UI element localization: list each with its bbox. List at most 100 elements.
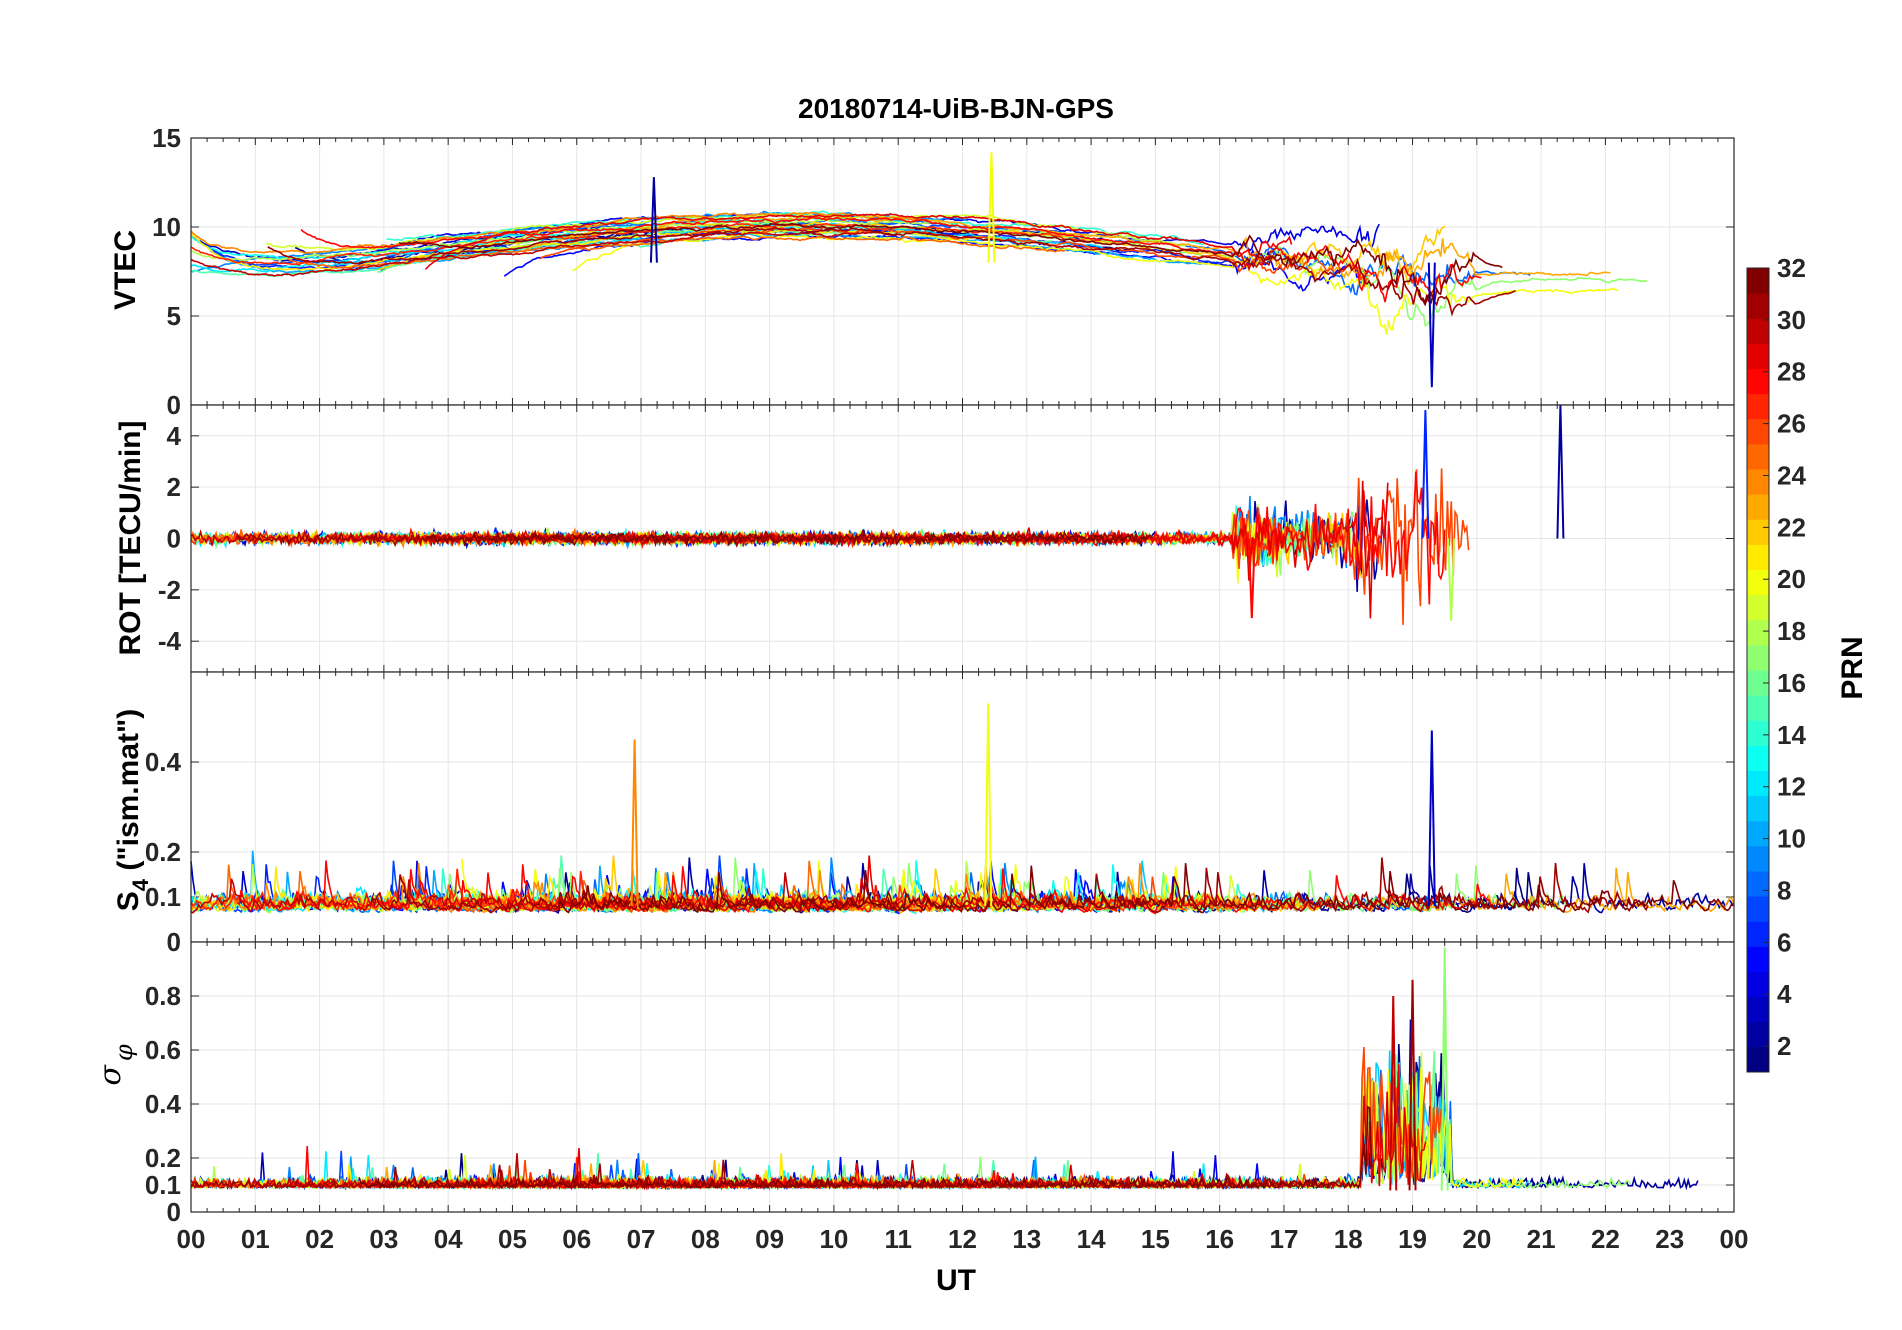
colorbar-bin — [1747, 1046, 1769, 1073]
sigma-phi-axis-label: σφ — [93, 1044, 138, 1085]
x-tick-label: 21 — [1527, 1224, 1556, 1254]
colorbar-bin — [1747, 418, 1769, 445]
colorbar-bin — [1747, 971, 1769, 998]
series-line-prn-32 — [425, 530, 1149, 548]
x-tick-label: 02 — [305, 1224, 334, 1254]
series-line-prn-29 — [424, 213, 1293, 272]
x-tick-label: 05 — [498, 1224, 527, 1254]
colorbar-tick-label: 12 — [1777, 772, 1806, 802]
colorbar-tick-label: 4 — [1777, 979, 1792, 1009]
colorbar-bin — [1747, 871, 1769, 897]
x-tick-label: 23 — [1655, 1224, 1684, 1254]
y-tick-label: 0 — [167, 390, 181, 420]
colorbar-tick-label: 2 — [1777, 1031, 1791, 1061]
x-tick-label: 00 — [1720, 1224, 1749, 1254]
colorbar-bin — [1747, 921, 1769, 947]
x-tick-label: 22 — [1591, 1224, 1620, 1254]
y-tick-label: 0 — [167, 927, 181, 957]
x-tick-label: 10 — [819, 1224, 848, 1254]
y-tick-label: 10 — [152, 212, 181, 242]
colorbar-bin — [1747, 343, 1769, 369]
colorbar-tick-label: 22 — [1777, 512, 1806, 542]
colorbar-bin — [1747, 494, 1769, 520]
sigma-phi-panel: 00.10.2 0.4 0.6 0.8 — [145, 941, 1735, 1227]
colorbar-frame — [1746, 267, 1770, 1073]
y-tick-label: -4 — [158, 626, 182, 656]
colorbar-tick-label: 30 — [1777, 305, 1806, 335]
plot-frame — [190, 941, 1735, 1213]
rot-axis-label: ROT [TECU/min] — [114, 421, 147, 656]
series-group — [190, 947, 1699, 1191]
vtec-axis-label: VTEC — [109, 230, 142, 310]
colorbar-bin — [1747, 770, 1769, 797]
x-tick-labels: 00 01 02 03 04 05 06 07 08 09 10 11 12 13 14 15 16 17 18 19… — [177, 1224, 1749, 1254]
x-axis-label: UT — [936, 1264, 976, 1297]
colorbar-bin — [1747, 946, 1769, 972]
y-tick-label: 0.1 — [145, 1170, 181, 1200]
data-spike — [630, 739, 639, 907]
series-line-prn-29 — [447, 855, 1169, 914]
colorbar-bin — [1747, 795, 1769, 822]
colorbar-tick-label: 26 — [1777, 409, 1806, 439]
x-tick-label: 00 — [177, 1224, 206, 1254]
colorbar-bin — [1747, 393, 1769, 420]
series-group — [190, 703, 1735, 915]
data-spike — [1408, 979, 1417, 1191]
y-tick-label: 0 — [167, 524, 181, 554]
y-tick-label: 0 — [167, 1197, 181, 1227]
y-tick-label: 0.4 — [145, 747, 182, 777]
x-tick-label: 04 — [434, 1224, 463, 1254]
svg-text:σφ: σφ — [93, 1044, 138, 1085]
x-tick-label: 17 — [1269, 1224, 1298, 1254]
x-tick-label: 11 — [884, 1224, 912, 1254]
x-tick-label: 18 — [1334, 1224, 1363, 1254]
colorbar-bin — [1747, 644, 1769, 671]
data-spike — [1427, 262, 1436, 388]
data-spike — [1447, 538, 1456, 621]
colorbar-tick-label: 20 — [1777, 564, 1806, 594]
s4-panel: 0 0.1 0.2 0.4 — [145, 671, 1735, 957]
series-line-prn-27 — [190, 222, 1100, 266]
colorbar-bin — [1747, 695, 1769, 721]
x-tick-label: 01 — [241, 1224, 270, 1254]
colorbar-tick-label: 18 — [1777, 616, 1806, 646]
series-line-prn-32 — [358, 1105, 1373, 1191]
colorbar-tick-label: 8 — [1777, 875, 1791, 905]
data-spike — [1421, 410, 1430, 539]
series-line-prn-30 — [190, 230, 897, 277]
vtec-panel: 0 5 10 15 — [152, 123, 1735, 420]
series-line-prn-24 — [190, 211, 930, 255]
colorbar-tick-label: 24 — [1777, 460, 1806, 490]
series-line-prn-31 — [267, 226, 1516, 317]
svg-text:S4 ("ism.mat"): S4 ("ism.mat") — [112, 709, 153, 911]
colorbar-bin — [1747, 820, 1769, 847]
y-tick-label: 2 — [167, 472, 181, 502]
rot-panel: -4 -2 0 2 4 — [158, 404, 1735, 673]
colorbar-tick-label: 10 — [1777, 824, 1806, 854]
x-tick-label: 16 — [1205, 1224, 1234, 1254]
series-group — [190, 404, 1565, 625]
series-line-prn-31 — [190, 1159, 1336, 1191]
y-tick-label: 5 — [167, 301, 181, 331]
x-tick-label: 15 — [1141, 1224, 1170, 1254]
colorbar-bin — [1747, 318, 1769, 344]
colorbar-bin — [1747, 996, 1769, 1023]
data-spike — [1440, 947, 1449, 1191]
colorbar-tick-label: 32 — [1777, 253, 1806, 283]
chart-title: 20180714-UiB-BJN-GPS — [798, 93, 1114, 124]
colorbar-bin — [1747, 720, 1769, 746]
y-tick-label: 0.2 — [145, 837, 181, 867]
data-spike — [1427, 730, 1436, 907]
s4-axis-label: S4 ("ism.mat") — [112, 709, 153, 911]
colorbar-bin — [1747, 368, 1769, 395]
colorbar-tick-label: 6 — [1777, 927, 1791, 957]
data-spike — [649, 177, 658, 263]
colorbar-bin — [1747, 544, 1769, 570]
colorbar-bin — [1747, 569, 1769, 596]
colorbar-tick-label: 28 — [1777, 357, 1806, 387]
series-line-prn-23 — [524, 215, 1611, 282]
y-tick-label: 0.4 — [145, 1089, 182, 1119]
x-tick-label: 06 — [562, 1224, 591, 1254]
